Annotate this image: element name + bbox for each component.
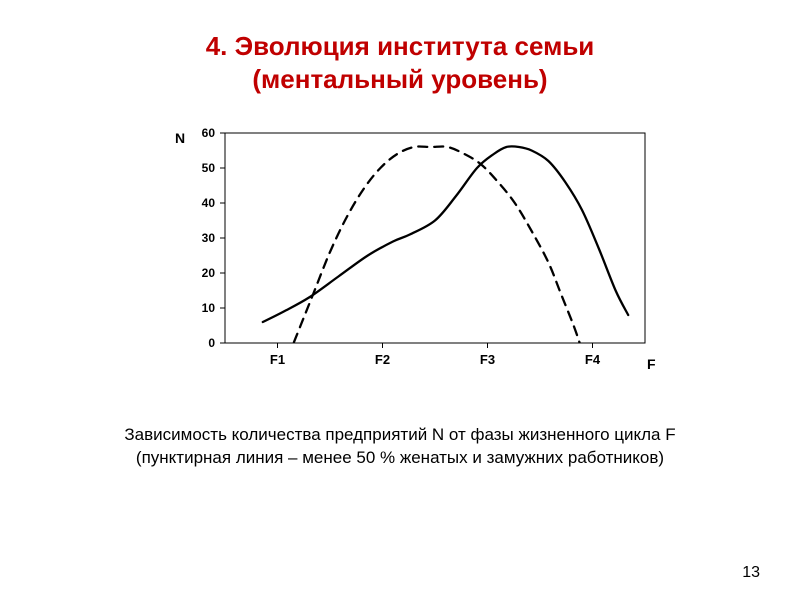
svg-text:40: 40 [202, 196, 216, 210]
title-line-1: 4. Эволюция института семьи [206, 30, 595, 63]
slide-title: 4. Эволюция института семьи (ментальный … [206, 30, 595, 95]
svg-text:N: N [175, 130, 185, 146]
line-chart: 0 10 20 30 40 50 60 F1 F2 F3 F4 N F [130, 123, 670, 383]
svg-text:50: 50 [202, 161, 216, 175]
caption-line-2: (пунктирная линия – менее 50 % женатых и… [124, 447, 675, 470]
caption-line-1: Зависимость количества предприятий N от … [124, 424, 675, 447]
svg-text:20: 20 [202, 266, 216, 280]
title-line-2: (ментальный уровень) [206, 63, 595, 96]
svg-text:10: 10 [202, 301, 216, 315]
svg-text:60: 60 [202, 126, 216, 140]
svg-text:F1: F1 [270, 352, 285, 367]
svg-text:F3: F3 [480, 352, 495, 367]
svg-text:F2: F2 [375, 352, 390, 367]
page-number: 13 [742, 564, 760, 582]
svg-text:30: 30 [202, 231, 216, 245]
chart-caption: Зависимость количества предприятий N от … [124, 424, 675, 470]
svg-text:0: 0 [208, 336, 215, 350]
svg-text:F4: F4 [585, 352, 601, 367]
svg-text:F: F [647, 356, 656, 372]
chart-container: 0 10 20 30 40 50 60 F1 F2 F3 F4 N F [130, 123, 670, 388]
